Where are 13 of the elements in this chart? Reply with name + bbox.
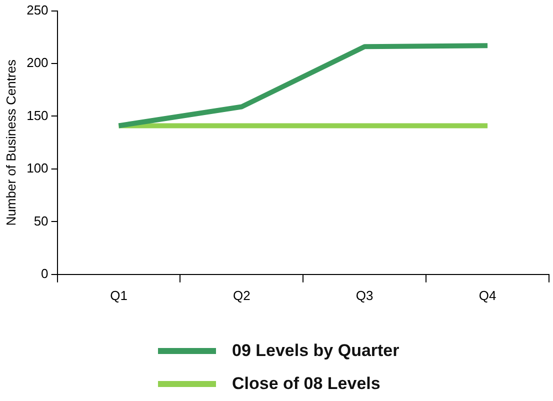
x-tick-label: Q4 xyxy=(478,288,496,303)
x-tick-label: Q3 xyxy=(356,288,374,303)
y-tick-label: 100 xyxy=(26,160,48,176)
legend-label: Close of 08 Levels xyxy=(232,374,380,394)
legend-label: 09 Levels by Quarter xyxy=(232,340,400,360)
y-axis-title: Number of Business Centres xyxy=(3,59,18,226)
x-tick-label: Q1 xyxy=(110,288,128,303)
y-tick-label: 150 xyxy=(26,108,48,123)
y-tick-label: 250 xyxy=(26,2,48,18)
y-tick-label: 0 xyxy=(41,266,48,281)
y-tick-label: 200 xyxy=(26,55,48,70)
y-tick-label: 50 xyxy=(34,213,48,228)
x-tick-label: Q2 xyxy=(233,288,250,303)
